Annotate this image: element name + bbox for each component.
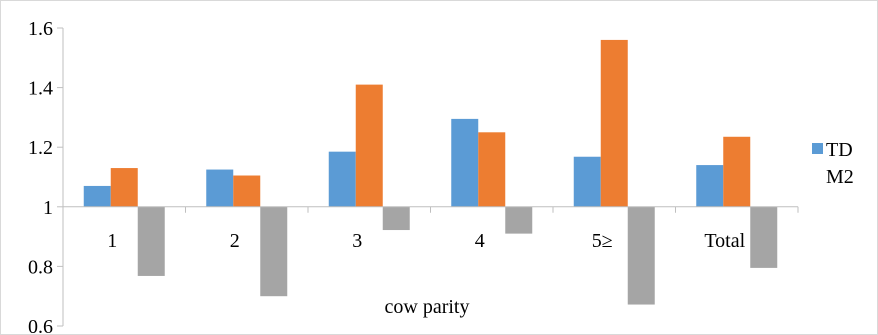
bar-series-3-3	[505, 206, 533, 234]
category-label: 1	[107, 230, 117, 252]
bar-td-2	[328, 151, 356, 207]
category-label: Total	[704, 230, 745, 252]
legend-swatch	[812, 143, 823, 154]
category-label: 4	[475, 230, 485, 252]
baseline-axis	[62, 206, 799, 213]
legend: TD M2	[812, 139, 854, 188]
bars	[83, 39, 778, 305]
bar-series-3-4	[627, 206, 655, 305]
category-label: 2	[230, 230, 240, 252]
bar-series-3-2	[382, 206, 410, 231]
bar-m2-0	[110, 168, 138, 207]
bar-td-5	[696, 165, 724, 207]
bar-td-4	[573, 156, 601, 207]
bar-m2-5	[723, 136, 751, 207]
bar-td-3	[451, 118, 479, 207]
bar-td-0	[83, 185, 111, 207]
bar-m2-1	[233, 175, 261, 207]
y-tick-label: 1.6	[28, 18, 53, 40]
category-labels: 1 2 3 4 5≥ Total	[107, 230, 745, 252]
y-tick-label: 0.6	[28, 316, 53, 335]
bar-m2-3	[478, 132, 506, 207]
y-axis: 0.6 0.8 1 1.2 1.4 1.6	[28, 18, 64, 335]
legend-label: M2	[826, 166, 854, 188]
bar-series-3-1	[260, 206, 288, 297]
y-tick-label: 0.8	[28, 256, 53, 278]
bar-m2-4	[600, 39, 628, 207]
y-tick-label: 1.2	[28, 137, 53, 159]
bar-td-1	[206, 169, 234, 207]
bar-m2-2	[355, 84, 383, 207]
bar-series-3-0	[137, 206, 165, 276]
category-label: 5≥	[592, 230, 613, 252]
y-tick-label: 1.4	[28, 78, 53, 100]
legend-label: TD	[826, 139, 853, 161]
category-label: 3	[352, 230, 362, 252]
y-tick-label: 1	[43, 197, 53, 219]
bar-series-3-5	[750, 206, 778, 268]
x-axis-title: cow parity	[385, 296, 470, 318]
